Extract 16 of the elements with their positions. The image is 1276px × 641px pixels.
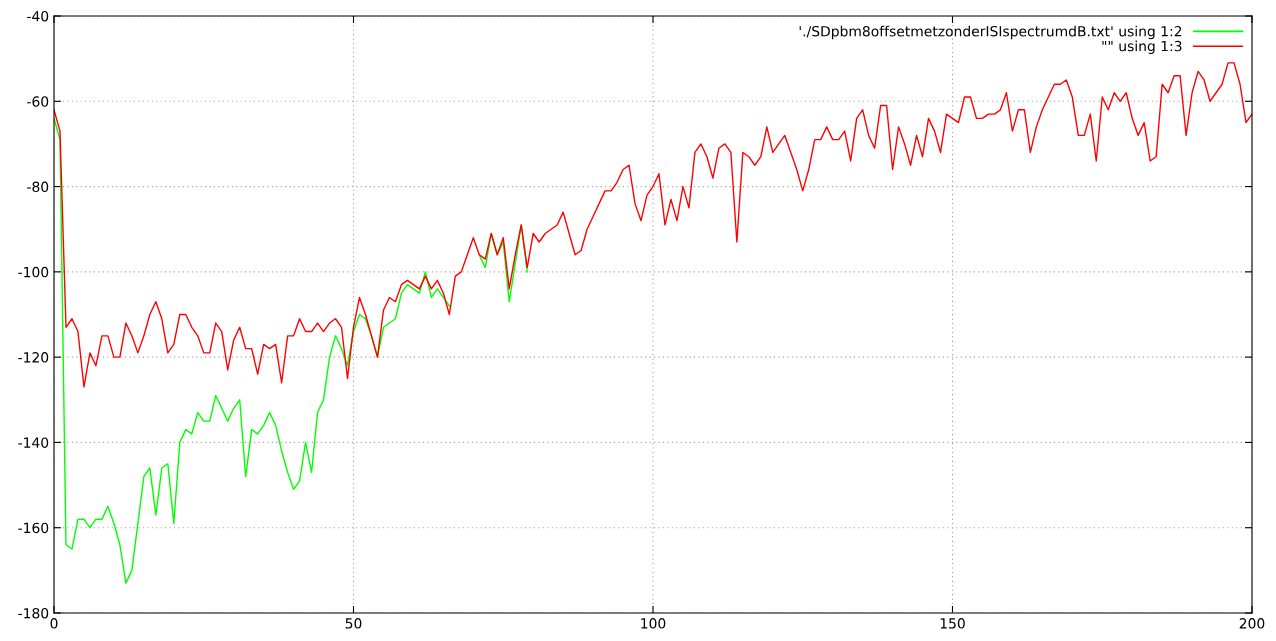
line-series bbox=[54, 62, 1252, 388]
legend-label: './SDpbm8offsetmetzonderISIspectrumdB.txt' using 1:2 bbox=[799, 25, 1182, 40]
x-tick-label: 50 bbox=[345, 618, 362, 629]
y-tick-label: -120 bbox=[18, 352, 49, 363]
y-tick-label: -140 bbox=[18, 437, 49, 448]
y-tick-label: -80 bbox=[27, 181, 49, 193]
legend-label: "" using 1:3 bbox=[1102, 40, 1182, 54]
y-tick-label: -40 bbox=[27, 10, 49, 22]
y-tick-label: -160 bbox=[18, 522, 49, 534]
y-tick-label: -100 bbox=[18, 266, 49, 278]
x-tick-label: 0 bbox=[50, 618, 58, 629]
x-tick-label: 200 bbox=[1239, 618, 1265, 629]
x-tick-label: 100 bbox=[641, 618, 666, 629]
y-tick-label: -180 bbox=[18, 607, 49, 619]
y-tick-label: -60 bbox=[27, 96, 49, 107]
x-tick-label: 150 bbox=[940, 618, 965, 629]
